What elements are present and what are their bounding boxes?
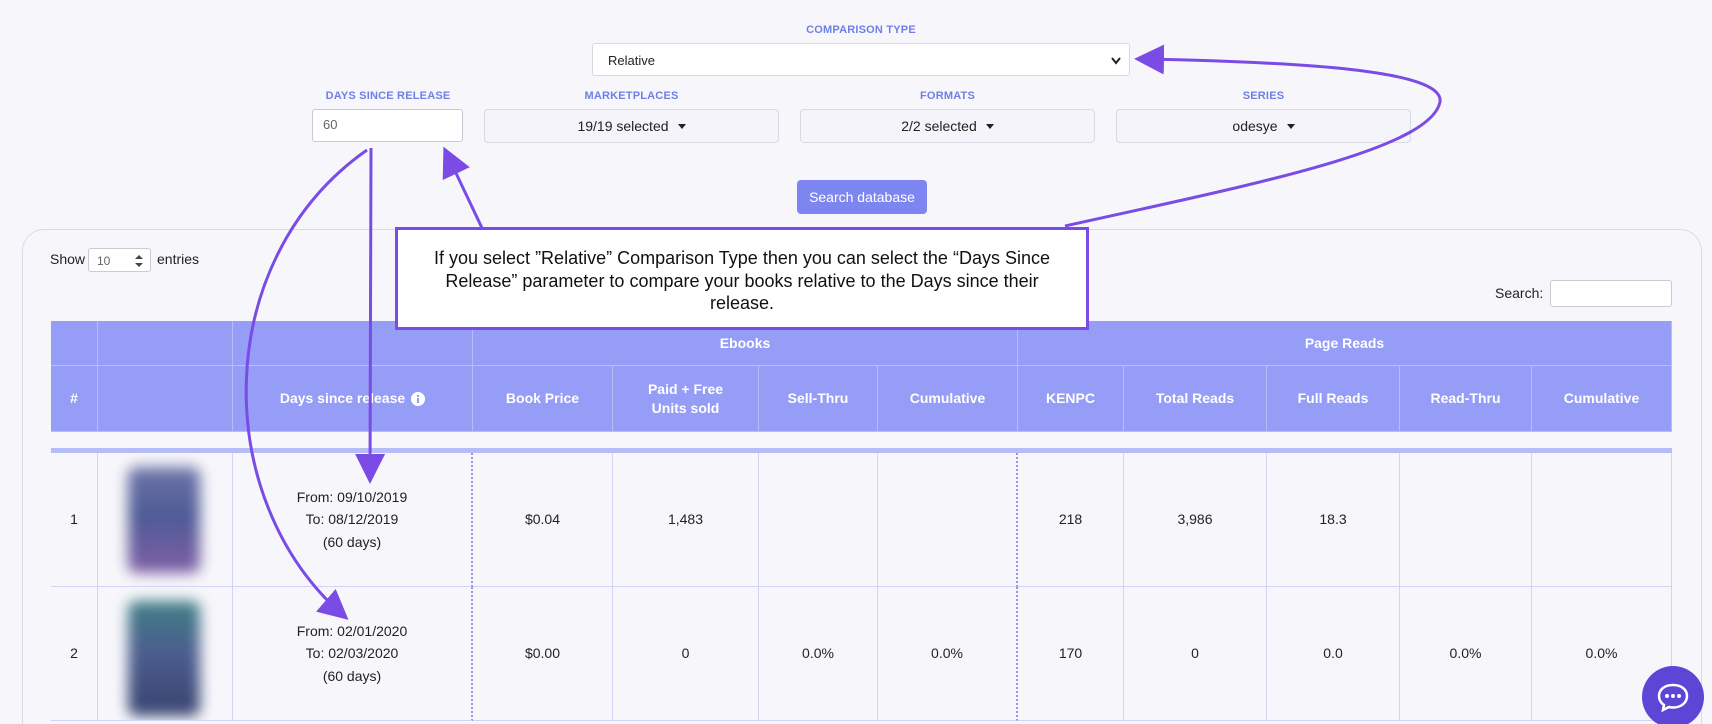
row-units-sold: 1,483 bbox=[613, 453, 759, 587]
days-count: (60 days) bbox=[322, 533, 382, 550]
info-icon[interactable] bbox=[411, 391, 426, 406]
show-label: Show bbox=[50, 251, 86, 267]
row-total-reads: 0 bbox=[1124, 587, 1267, 721]
search-label: Search: bbox=[1495, 285, 1544, 301]
caret-down-icon bbox=[1286, 124, 1295, 129]
row-sell-thru: 0.0% bbox=[759, 587, 878, 721]
col-header-cover bbox=[98, 366, 233, 432]
date-from: From: 09/10/2019 bbox=[296, 488, 408, 505]
row-book-price: $0.04 bbox=[473, 453, 613, 587]
stepper-icon bbox=[135, 255, 143, 267]
row-kenpc: 170 bbox=[1018, 587, 1124, 721]
col-header-sell-thru[interactable]: Sell-Thru bbox=[759, 366, 878, 432]
formats-dropdown[interactable]: 2/2 selected bbox=[800, 109, 1095, 143]
col-header-num[interactable]: # bbox=[51, 366, 98, 432]
chat-icon bbox=[1657, 683, 1689, 712]
row-days-since-release: From: 02/01/2020 To: 02/03/2020 (60 days… bbox=[233, 587, 473, 721]
comparison-type-label: COMPARISON TYPE bbox=[806, 24, 916, 36]
col-header-read-thru[interactable]: Read-Thru bbox=[1400, 366, 1532, 432]
row-cover bbox=[98, 453, 233, 587]
date-to: To: 08/12/2019 bbox=[305, 511, 399, 528]
col-header-kenpc[interactable]: KENPC bbox=[1018, 366, 1124, 432]
col-header-cumulative-reads[interactable]: Cumulative bbox=[1532, 366, 1672, 432]
row-total-reads: 3,986 bbox=[1124, 453, 1267, 587]
comparison-type-value: Relative bbox=[608, 53, 655, 68]
table-search-input[interactable] bbox=[1550, 280, 1672, 307]
series-label: SERIES bbox=[1242, 90, 1285, 102]
row-sell-thru bbox=[759, 453, 878, 587]
row-cumulative-ebooks: 0.0% bbox=[878, 587, 1018, 721]
row-num: 1 bbox=[51, 453, 98, 587]
chevron-down-icon bbox=[1111, 57, 1121, 65]
header-group-blank-1 bbox=[51, 321, 98, 366]
col-header-total-reads[interactable]: Total Reads bbox=[1124, 366, 1267, 432]
col-header-full-reads[interactable]: Full Reads bbox=[1267, 366, 1400, 432]
caret-down-icon bbox=[985, 124, 994, 129]
series-dropdown[interactable]: odesye bbox=[1116, 109, 1411, 143]
date-to: To: 02/03/2020 bbox=[305, 645, 399, 662]
marketplaces-label: MARKETPLACES bbox=[584, 90, 679, 102]
header-group-page-reads: Page Reads bbox=[1018, 321, 1672, 366]
series-value: odesye bbox=[1232, 118, 1278, 134]
formats-label: FORMATS bbox=[920, 90, 975, 102]
marketplaces-value: 19/19 selected bbox=[577, 118, 669, 134]
days-since-release-input[interactable]: 60 bbox=[312, 109, 463, 142]
row-cover bbox=[98, 587, 233, 721]
arrow-to-days-input bbox=[442, 146, 484, 229]
chat-button[interactable] bbox=[1642, 666, 1704, 724]
marketplaces-dropdown[interactable]: 19/19 selected bbox=[484, 109, 779, 143]
entries-label: entries bbox=[157, 251, 200, 267]
row-cumulative-reads bbox=[1532, 453, 1672, 587]
row-read-thru: 0.0% bbox=[1400, 587, 1532, 721]
row-num: 2 bbox=[51, 587, 98, 721]
header-group-blank-2 bbox=[98, 321, 233, 366]
caret-down-icon bbox=[677, 124, 686, 129]
entries-select[interactable]: 10 bbox=[88, 248, 151, 272]
entries-value: 10 bbox=[97, 254, 111, 268]
col-header-cumulative-ebooks[interactable]: Cumulative bbox=[878, 366, 1018, 432]
book-cover-image bbox=[128, 467, 200, 573]
book-cover-image bbox=[128, 601, 200, 716]
row-full-reads: 18.3 bbox=[1267, 453, 1400, 587]
col-header-days-since-release[interactable]: Days since release bbox=[233, 366, 473, 432]
days-since-release-header-label: Days since release bbox=[279, 390, 406, 407]
formats-value: 2/2 selected bbox=[901, 118, 977, 134]
days-since-release-label: DAYS SINCE RELEASE bbox=[325, 90, 451, 102]
row-read-thru bbox=[1400, 453, 1532, 587]
row-units-sold: 0 bbox=[613, 587, 759, 721]
search-database-button[interactable]: Search database bbox=[797, 180, 927, 214]
col-header-units-sold[interactable]: Paid + Free Units sold bbox=[613, 366, 759, 432]
col-header-book-price[interactable]: Book Price bbox=[473, 366, 613, 432]
row-days-since-release: From: 09/10/2019 To: 08/12/2019 (60 days… bbox=[233, 453, 473, 587]
row-cumulative-ebooks bbox=[878, 453, 1018, 587]
row-full-reads: 0.0 bbox=[1267, 587, 1400, 721]
annotation-callout: If you select ”Relative” Comparison Type… bbox=[395, 227, 1089, 330]
days-count: (60 days) bbox=[322, 667, 382, 684]
comparison-type-select[interactable]: Relative bbox=[592, 43, 1130, 76]
date-from: From: 02/01/2020 bbox=[296, 622, 408, 639]
row-book-price: $0.00 bbox=[473, 587, 613, 721]
row-kenpc: 218 bbox=[1018, 453, 1124, 587]
header-divider bbox=[51, 448, 1672, 453]
